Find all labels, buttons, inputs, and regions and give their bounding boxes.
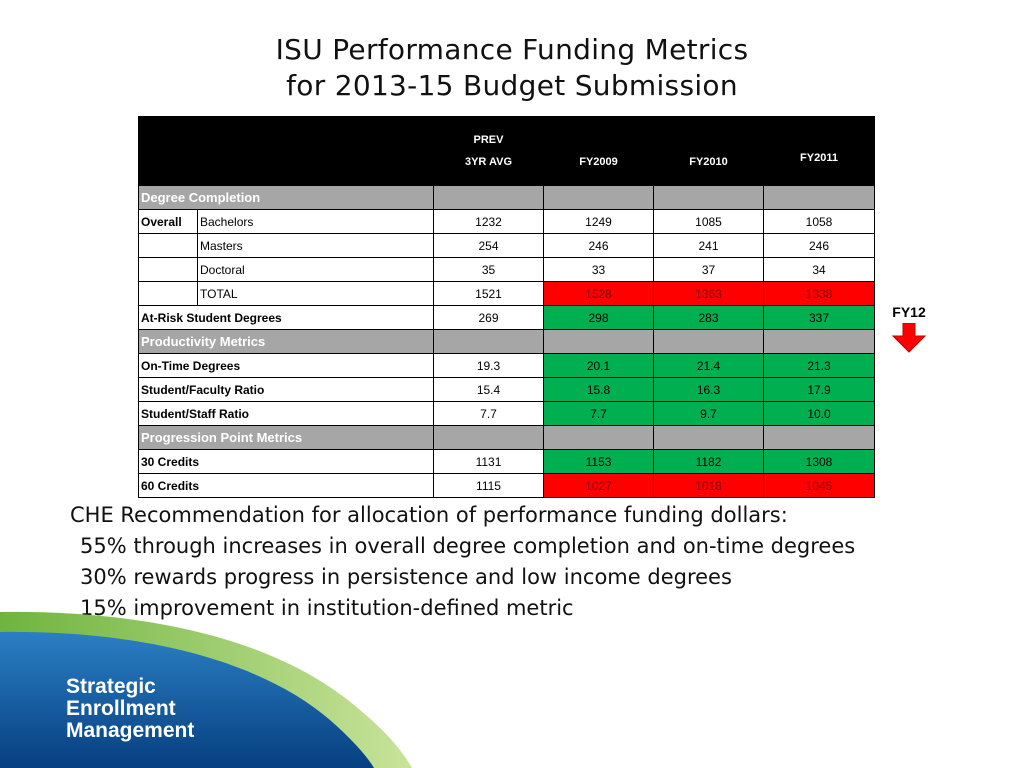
header-fy2010: FY2010 — [653, 116, 764, 186]
cell-fy2010: 1018 — [653, 473, 764, 498]
cell-fy2010: 21.4 — [653, 353, 764, 378]
section-row-productivity: Productivity Metrics — [138, 329, 875, 354]
cell-fy2009: 7.7 — [543, 401, 654, 426]
table-row: Student/Faculty Ratio 15.4 15.8 16.3 17.… — [138, 377, 875, 402]
cell-fy2011: 1045 — [763, 473, 875, 498]
cell-fy2009: 1153 — [543, 449, 654, 474]
header-fy2009: FY2009 — [543, 116, 654, 186]
table-row: Overall Bachelors 1232 1249 1085 1058 — [138, 209, 875, 234]
row-label: Bachelors — [197, 209, 434, 234]
cell-prev: 19.3 — [433, 353, 544, 378]
cell-fy2010: 16.3 — [653, 377, 764, 402]
recommendation-item: 55% through increases in overall degree … — [80, 534, 856, 558]
cell-fy2009: 33 — [543, 257, 654, 282]
row-label: Student/Faculty Ratio — [138, 377, 434, 402]
cell-fy2011: 1338 — [763, 281, 875, 306]
row-label: 60 Credits — [138, 473, 434, 498]
fy12-indicator: FY12 — [886, 304, 932, 353]
cell-fy2009: 1027 — [543, 473, 654, 498]
cell-fy2010: 1085 — [653, 209, 764, 234]
cell-fy2011: 337 — [763, 305, 875, 330]
cell-prev: 15.4 — [433, 377, 544, 402]
header-prev-3yr-avg: PREV 3YR AVG — [433, 116, 544, 186]
header-fy2011: FY2011 — [763, 116, 875, 186]
cell-fy2009: 15.8 — [543, 377, 654, 402]
section-label: Productivity Metrics — [138, 329, 434, 354]
cell-fy2009: 1528 — [543, 281, 654, 306]
table-row: Masters 254 246 241 246 — [138, 233, 875, 258]
table-row: At-Risk Student Degrees 269 298 283 337 — [138, 305, 875, 330]
row-label: 30 Credits — [138, 449, 434, 474]
table-header-row: PREV 3YR AVG FY2009 FY2010 FY2011 — [138, 116, 875, 186]
section-label: Progression Point Metrics — [138, 425, 434, 450]
section-row-degree-completion: Degree Completion — [138, 185, 875, 210]
logo-line-2: Enrollment — [66, 697, 176, 720]
row-label: Student/Staff Ratio — [138, 401, 434, 426]
row-label: On-Time Degrees — [138, 353, 434, 378]
cell-fy2009: 1249 — [543, 209, 654, 234]
cell-fy2011: 246 — [763, 233, 875, 258]
fy12-label: FY12 — [892, 304, 926, 320]
cell-fy2010: 37 — [653, 257, 764, 282]
logo-line-3: Management — [66, 719, 195, 742]
title-line-1: ISU Performance Funding Metrics — [275, 33, 749, 66]
row-label: TOTAL — [197, 281, 434, 306]
slide-title: ISU Performance Funding Metrics for 2013… — [0, 32, 1024, 104]
recommendation-heading: CHE Recommendation for allocation of per… — [70, 503, 788, 527]
header-prev-line1: PREV — [473, 134, 504, 146]
cell-prev: 269 — [433, 305, 544, 330]
title-line-2: for 2013-15 Budget Submission — [286, 69, 738, 102]
cell-fy2009: 20.1 — [543, 353, 654, 378]
cell-prev: 7.7 — [433, 401, 544, 426]
table-row: TOTAL 1521 1528 1363 1338 — [138, 281, 875, 306]
row-label: Doctoral — [197, 257, 434, 282]
row-group-label: Overall — [138, 209, 198, 234]
table-row: Student/Staff Ratio 7.7 7.7 9.7 10.0 — [138, 401, 875, 426]
cell-prev: 1521 — [433, 281, 544, 306]
row-label: At-Risk Student Degrees — [138, 305, 434, 330]
table-row: On-Time Degrees 19.3 20.1 21.4 21.3 — [138, 353, 875, 378]
logo-line-1: Strategic — [66, 675, 156, 698]
cell-fy2011: 1058 — [763, 209, 875, 234]
cell-fy2009: 298 — [543, 305, 654, 330]
cell-fy2010: 1363 — [653, 281, 764, 306]
cell-prev: 1232 — [433, 209, 544, 234]
cell-fy2011: 1308 — [763, 449, 875, 474]
cell-fy2010: 1182 — [653, 449, 764, 474]
recommendation-item: 30% rewards progress in persistence and … — [80, 565, 732, 589]
table-row: 60 Credits 1115 1027 1018 1045 — [138, 473, 875, 498]
cell-prev: 35 — [433, 257, 544, 282]
row-label: Masters — [197, 233, 434, 258]
cell-fy2010: 283 — [653, 305, 764, 330]
cell-fy2011: 21.3 — [763, 353, 875, 378]
metrics-table: PREV 3YR AVG FY2009 FY2010 FY2011 Degree… — [138, 116, 875, 498]
strategic-enrollment-management-logo: Strategic Enrollment Management — [66, 676, 194, 742]
cell-fy2009: 246 — [543, 233, 654, 258]
recommendation-item: 15% improvement in institution-defined m… — [80, 596, 574, 620]
header-blank — [138, 116, 434, 186]
cell-fy2011: 17.9 — [763, 377, 875, 402]
cell-prev: 1115 — [433, 473, 544, 498]
cell-fy2011: 10.0 — [763, 401, 875, 426]
table-row: 30 Credits 1131 1153 1182 1308 — [138, 449, 875, 474]
footer-swoosh — [0, 611, 412, 768]
section-label: Degree Completion — [138, 185, 434, 210]
cell-prev: 1131 — [433, 449, 544, 474]
header-prev-line2: 3YR AVG — [464, 156, 513, 168]
cell-fy2010: 241 — [653, 233, 764, 258]
arrow-down-icon — [892, 323, 926, 353]
table-row: Doctoral 35 33 37 34 — [138, 257, 875, 282]
cell-fy2011: 34 — [763, 257, 875, 282]
recommendation-block: CHE Recommendation for allocation of per… — [70, 500, 1020, 624]
cell-prev: 254 — [433, 233, 544, 258]
cell-fy2010: 9.7 — [653, 401, 764, 426]
section-row-progression: Progression Point Metrics — [138, 425, 875, 450]
